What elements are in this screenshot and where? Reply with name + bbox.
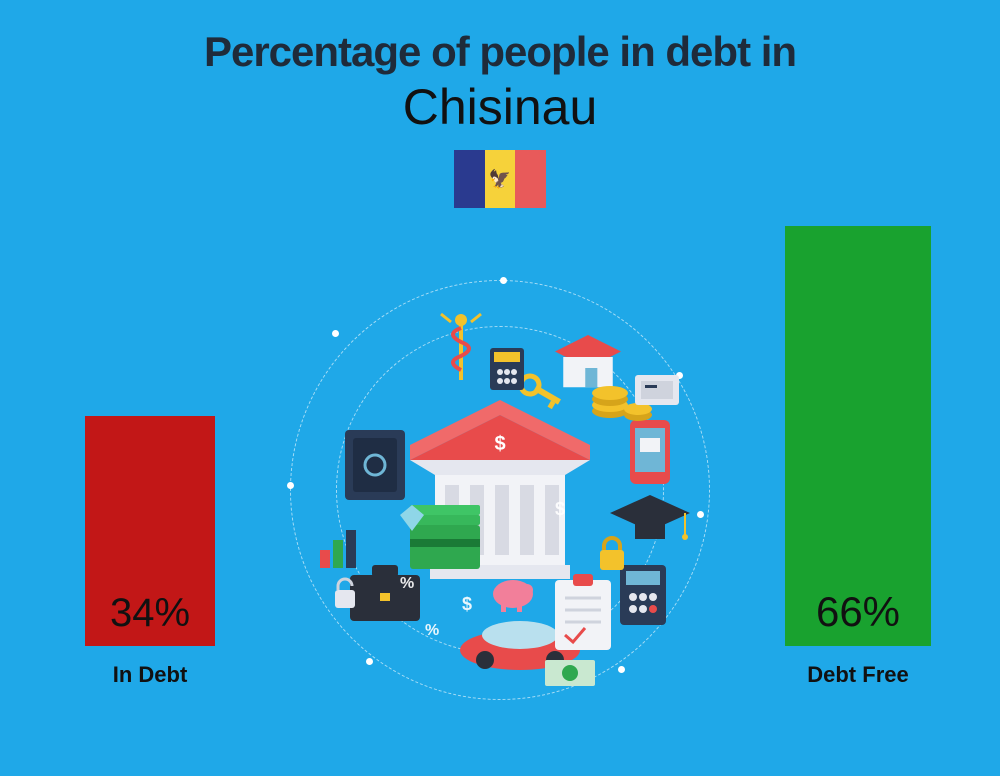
bill-icon bbox=[545, 660, 595, 686]
flag-stripe-blue bbox=[454, 150, 485, 208]
grad-cap-icon bbox=[610, 495, 690, 540]
mini-calc-icon bbox=[490, 348, 524, 390]
bar-in-debt-label: In Debt bbox=[113, 662, 188, 688]
svg-text:%: % bbox=[425, 622, 439, 639]
title-main: Percentage of people in debt in bbox=[0, 0, 1000, 76]
flag-emblem-icon: 🦅 bbox=[489, 170, 511, 188]
bar-debt-free-label: Debt Free bbox=[807, 662, 908, 688]
flag-stripe-red bbox=[515, 150, 546, 208]
svg-text:%: % bbox=[400, 575, 414, 592]
safe-icon bbox=[345, 430, 405, 500]
bar-debt-free: 66% Debt Free bbox=[785, 226, 931, 688]
svg-text:$: $ bbox=[494, 433, 505, 455]
house-icon bbox=[555, 335, 621, 387]
briefcase-icon bbox=[350, 565, 420, 621]
chart-icon bbox=[320, 530, 356, 568]
bar-debt-free-value: 66% bbox=[816, 588, 900, 646]
calculator-icon bbox=[620, 565, 666, 625]
bar-in-debt-rect: 34% bbox=[85, 416, 215, 646]
wallet-icon bbox=[635, 375, 679, 405]
key-icon bbox=[517, 373, 564, 411]
bar-in-debt: 34% In Debt bbox=[85, 416, 215, 688]
phone-icon bbox=[630, 420, 670, 484]
bar-debt-free-rect: 66% bbox=[785, 226, 931, 646]
svg-text:$: $ bbox=[462, 594, 472, 614]
bar-in-debt-value: 34% bbox=[110, 591, 190, 646]
lock-icon bbox=[600, 538, 624, 570]
piggy-icon bbox=[493, 580, 533, 612]
finance-illustration: $ bbox=[290, 280, 710, 700]
clipboard-icon bbox=[555, 574, 611, 650]
finance-cluster-icon: $ bbox=[290, 280, 710, 700]
caduceus-icon bbox=[441, 314, 481, 380]
title-sub: Chisinau bbox=[0, 78, 1000, 136]
svg-text:$: $ bbox=[555, 499, 565, 519]
flag-moldova: 🦅 bbox=[454, 150, 546, 208]
open-lock-icon bbox=[335, 579, 355, 608]
